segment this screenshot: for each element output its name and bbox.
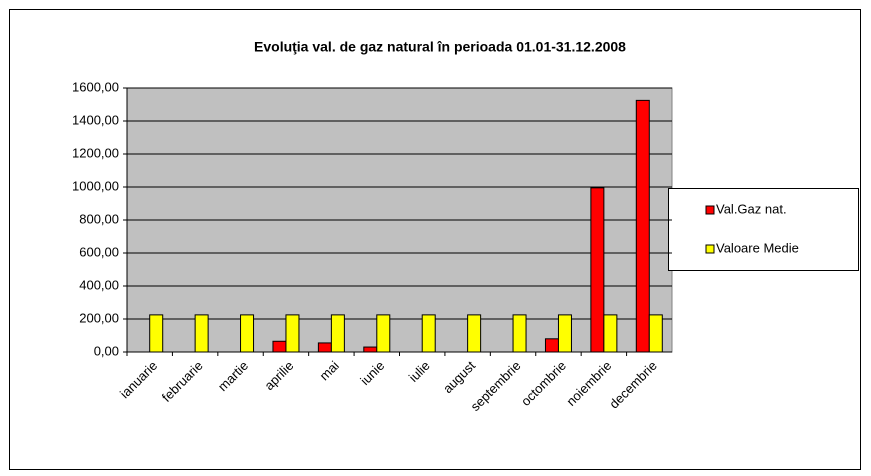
bar	[285, 314, 300, 353]
bar	[194, 314, 209, 353]
bar	[512, 314, 527, 353]
bar	[544, 338, 559, 353]
y-tick-label: 1000,00	[72, 178, 119, 193]
legend-box	[668, 188, 859, 271]
bar	[648, 314, 663, 353]
y-tick-label: 400,00	[79, 277, 119, 292]
bar	[590, 187, 605, 353]
legend-label: Val.Gaz nat.	[716, 201, 787, 216]
y-tick-label: 0,00	[94, 343, 119, 358]
bar	[376, 314, 391, 353]
y-tick-label: 800,00	[79, 211, 119, 226]
bar	[330, 314, 345, 353]
legend-swatch	[705, 244, 715, 254]
bar	[272, 340, 287, 353]
bar	[240, 314, 255, 353]
bar	[421, 314, 436, 353]
y-tick-label: 600,00	[79, 244, 119, 259]
bar	[603, 314, 618, 353]
legend-label: Valoare Medie	[716, 240, 799, 255]
bar	[363, 346, 378, 353]
y-tick-label: 1400,00	[72, 112, 119, 127]
bar	[467, 314, 482, 353]
y-tick-label: 1200,00	[72, 145, 119, 160]
legend-swatch	[705, 205, 715, 215]
chart-title: Evoluţia val. de gaz natural în perioada…	[254, 39, 626, 55]
bar	[557, 314, 572, 353]
bar	[149, 314, 164, 353]
y-tick-label: 200,00	[79, 310, 119, 325]
y-tick-label: 1600,00	[72, 79, 119, 94]
bar	[635, 99, 650, 353]
bar	[317, 342, 332, 353]
